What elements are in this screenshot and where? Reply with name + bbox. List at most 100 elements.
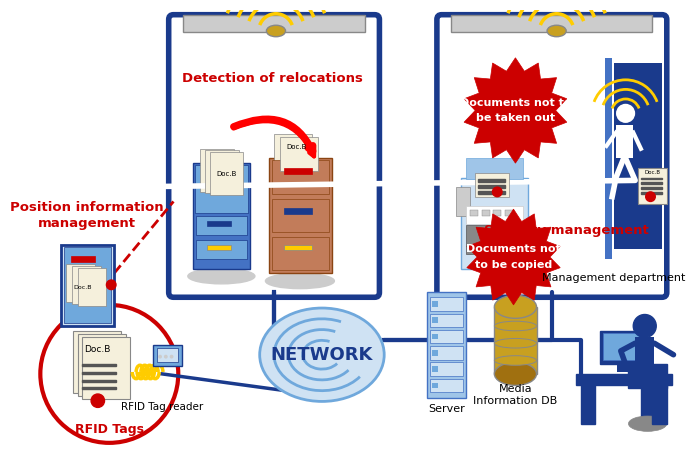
Bar [432, 301, 438, 307]
Text: Management department: Management department [542, 273, 686, 283]
Bar [66, 264, 95, 302]
Ellipse shape [494, 338, 536, 348]
Circle shape [164, 355, 168, 359]
Bar [62, 244, 114, 326]
Circle shape [645, 192, 655, 202]
Text: Media
Information DB: Media Information DB [473, 384, 558, 406]
Bar [83, 387, 116, 389]
Bar [478, 185, 505, 188]
Bar [272, 160, 329, 194]
Bar [432, 317, 438, 323]
Bar [638, 168, 667, 204]
Ellipse shape [494, 295, 536, 318]
Ellipse shape [188, 268, 255, 284]
Bar [456, 187, 470, 216]
Bar [603, 333, 640, 360]
Bar [478, 180, 505, 182]
Bar [430, 313, 463, 327]
Bar [605, 58, 612, 259]
Bar [494, 210, 501, 216]
Bar [430, 362, 463, 376]
Circle shape [106, 280, 116, 290]
Bar [580, 385, 595, 423]
Polygon shape [464, 58, 567, 163]
Bar [652, 385, 667, 423]
Ellipse shape [547, 25, 566, 37]
Bar [83, 372, 116, 374]
Text: Doc.B: Doc.B [74, 285, 92, 290]
Bar [430, 297, 463, 311]
Text: RFID Tag reader: RFID Tag reader [121, 402, 203, 412]
Bar [432, 383, 438, 388]
Bar [482, 210, 489, 216]
Bar [430, 379, 463, 392]
Circle shape [169, 355, 174, 359]
Bar [616, 125, 634, 158]
Text: Doc.B: Doc.B [286, 144, 307, 150]
Bar [280, 137, 318, 171]
Bar [427, 292, 466, 398]
Bar [64, 247, 111, 323]
Bar [200, 149, 234, 192]
Bar [466, 226, 523, 254]
Ellipse shape [494, 356, 536, 365]
Text: be taken out: be taken out [476, 113, 555, 123]
Bar [641, 178, 662, 180]
Bar [72, 266, 101, 304]
Bar [205, 150, 239, 193]
Bar [432, 334, 438, 339]
Circle shape [492, 187, 502, 196]
Bar [272, 199, 329, 232]
Circle shape [634, 314, 656, 337]
Bar [432, 366, 438, 372]
Bar [210, 152, 244, 195]
Text: Doc.B: Doc.B [216, 171, 237, 177]
Bar [641, 388, 654, 417]
Bar [470, 210, 478, 216]
Text: RFID Tags: RFID Tags [75, 423, 144, 436]
Bar [270, 158, 332, 274]
Bar [600, 331, 643, 364]
Text: Doc.B: Doc.B [645, 170, 660, 175]
Bar [284, 244, 312, 251]
Bar [641, 187, 662, 189]
Bar [71, 256, 95, 262]
Bar [207, 244, 231, 251]
Text: Documents not: Documents not [466, 244, 561, 254]
Bar [73, 331, 121, 393]
Bar [195, 165, 248, 213]
Bar [432, 350, 438, 356]
Bar [452, 15, 652, 32]
Text: NETWORK: NETWORK [271, 346, 373, 364]
Bar [78, 334, 125, 396]
Bar [195, 216, 247, 235]
Circle shape [616, 104, 635, 123]
Bar [494, 307, 538, 374]
Bar [83, 364, 116, 366]
Bar [617, 364, 631, 372]
Bar [430, 330, 463, 343]
Text: Security management: Security management [484, 224, 649, 237]
Bar [629, 364, 667, 388]
Bar [461, 178, 528, 268]
Bar [478, 191, 505, 194]
Bar [153, 345, 182, 366]
Bar [83, 380, 116, 382]
Ellipse shape [267, 25, 286, 37]
Bar [83, 337, 130, 399]
Ellipse shape [494, 321, 536, 331]
Text: Position information
management: Position information management [10, 201, 164, 230]
Circle shape [91, 394, 104, 407]
Bar [576, 374, 671, 385]
Text: Doc.B: Doc.B [85, 345, 111, 354]
Circle shape [158, 355, 162, 359]
Polygon shape [467, 209, 560, 305]
Bar [284, 168, 312, 174]
Bar [614, 63, 662, 250]
Ellipse shape [629, 416, 667, 431]
Bar [272, 237, 329, 270]
Circle shape [41, 305, 178, 443]
Bar [430, 346, 463, 360]
Ellipse shape [494, 362, 536, 385]
Bar [78, 267, 106, 306]
